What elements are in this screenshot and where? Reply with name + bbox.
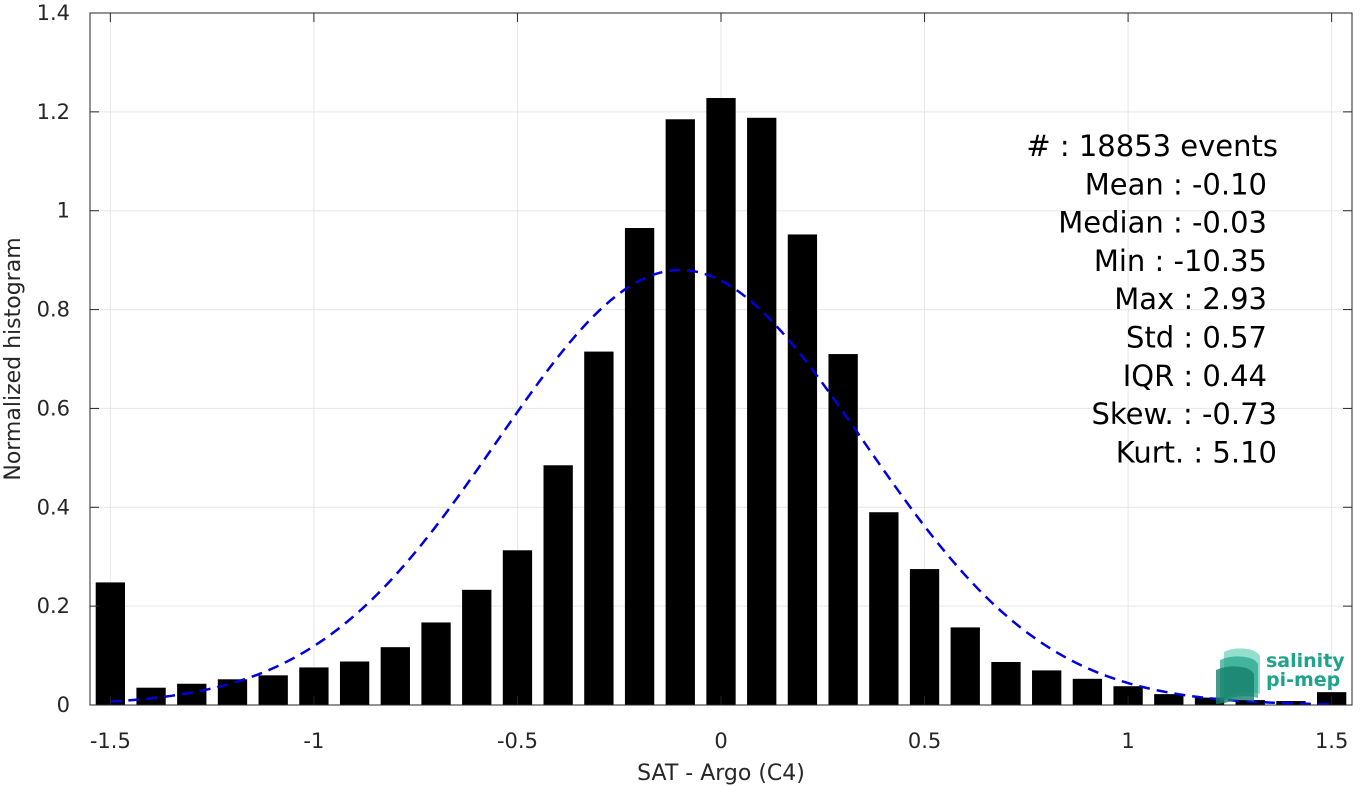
histogram-bars xyxy=(95,98,1347,706)
histogram-bar-14 xyxy=(665,119,695,706)
histogram-bar-10 xyxy=(502,550,533,705)
y-tick-labels: 0 0.2 0.4 0.6 0.8 1 1.2 1.4 xyxy=(37,1,70,717)
histogram-bar-22 xyxy=(991,661,1021,705)
x-tick-label-1: -1 xyxy=(303,729,324,753)
stat-line-6: IQR : 0.44 xyxy=(1123,359,1267,393)
histogram-bar-7 xyxy=(380,647,410,705)
histogram-bar-25 xyxy=(1113,686,1143,705)
stat-line-8: Kurt. : 5.10 xyxy=(1116,435,1277,469)
x-tick-label-4: 0.5 xyxy=(908,729,941,753)
histogram-bar-9 xyxy=(462,589,492,705)
stat-line-7: Skew. : -0.73 xyxy=(1091,397,1277,431)
logo-line2: pi-mep xyxy=(1266,669,1340,691)
x-tick-label-5: 1 xyxy=(1121,729,1134,753)
histogram-bar-11 xyxy=(543,465,573,705)
histogram-bar-0 xyxy=(95,582,126,705)
y-tick-label-5: 1 xyxy=(57,199,70,223)
y-tick-label-2: 0.4 xyxy=(37,495,70,519)
histogram-bar-16 xyxy=(747,117,777,705)
y-tick-label-0: 0 xyxy=(57,693,70,717)
histogram-bar-18 xyxy=(828,354,858,705)
y-tick-label-3: 0.6 xyxy=(37,396,70,420)
histogram-bar-13 xyxy=(624,228,655,705)
stat-line-3: Min : -10.35 xyxy=(1094,244,1267,278)
histogram-bar-26 xyxy=(1154,694,1184,705)
x-tick-labels: -1.5 -1 -0.5 0 0.5 1 1.5 xyxy=(90,729,1348,753)
x-axis-title: SAT - Argo (C4) xyxy=(637,761,805,786)
histogram-bar-21 xyxy=(950,627,980,705)
y-tick-label-4: 0.8 xyxy=(37,298,70,322)
histogram-bar-20 xyxy=(909,569,940,705)
x-tick-label-0: -1.5 xyxy=(90,729,131,753)
histogram-bar-19 xyxy=(869,512,899,705)
histogram-bar-1 xyxy=(136,687,166,705)
histogram-bar-2 xyxy=(177,683,207,705)
histogram-bar-8 xyxy=(421,622,451,705)
histogram-bar-17 xyxy=(787,234,818,705)
histogram-bar-24 xyxy=(1072,678,1103,705)
histogram-bar-6 xyxy=(339,661,370,705)
histogram-bar-27 xyxy=(1194,697,1225,705)
y-tick-label-1: 0.2 xyxy=(37,594,70,618)
stat-line-4: Max : 2.93 xyxy=(1114,282,1267,316)
x-tick-label-2: -0.5 xyxy=(497,729,538,753)
x-tick-label-3: 0 xyxy=(714,729,727,753)
histogram-bar-4 xyxy=(258,675,288,705)
logo-wave-icon xyxy=(1216,648,1260,704)
stat-line-1: Mean : -0.10 xyxy=(1085,167,1267,201)
x-tick-label-6: 1.5 xyxy=(1315,729,1348,753)
salinity-pimep-logo: salinity pi-mep xyxy=(1216,648,1345,704)
y-axis-title: Normalized histogram xyxy=(1,237,26,480)
stat-line-5: Std : 0.57 xyxy=(1126,321,1267,355)
histogram-bar-23 xyxy=(1032,670,1062,705)
histogram-bar-15 xyxy=(706,98,736,705)
histogram-bar-3 xyxy=(217,679,248,705)
statistics-box: # : 18853 events Mean : -0.10 Median : -0.… xyxy=(1026,129,1278,469)
axis-ticks xyxy=(90,12,1352,706)
stat-line-2: Median : -0.03 xyxy=(1058,206,1267,240)
logo-line1: salinity xyxy=(1266,650,1345,672)
y-tick-label-7: 1.4 xyxy=(37,1,70,25)
gaussian-fit-curve xyxy=(110,268,1332,706)
y-tick-label-6: 1.2 xyxy=(37,100,70,124)
histogram-bar-12 xyxy=(584,351,614,705)
stat-line-0: # : 18853 events xyxy=(1026,129,1278,163)
